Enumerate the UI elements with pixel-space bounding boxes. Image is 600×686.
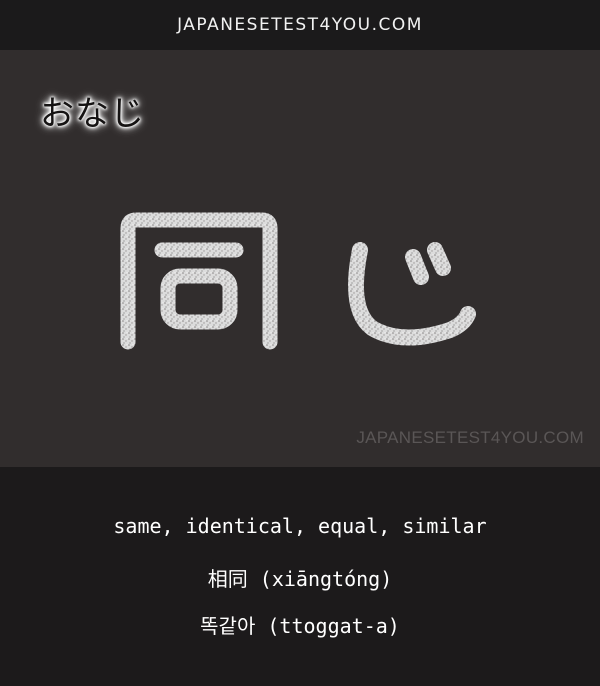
watermark-text: JAPANESETEST4YOU.COM: [356, 428, 584, 447]
english-meaning: same, identical, equal, similar: [113, 514, 487, 538]
chinese-meaning: 相同 (xiāngtóng): [207, 567, 393, 591]
meanings-panel: same, identical, equal, similar 相同 (xiān…: [0, 467, 600, 686]
hiragana-glyph-ji: [348, 242, 476, 346]
furigana-reading: おなじ: [40, 94, 145, 134]
kanji-glyph-dou: [120, 212, 278, 350]
korean-meaning: 똑같아 (ttoggat-a): [200, 614, 400, 638]
site-name[interactable]: JAPANESETEST4YOU.COM: [177, 15, 423, 35]
word-card: おなじ: [0, 50, 600, 467]
word-glyphs: [120, 212, 476, 350]
site-header: JAPANESETEST4YOU.COM: [0, 0, 600, 50]
